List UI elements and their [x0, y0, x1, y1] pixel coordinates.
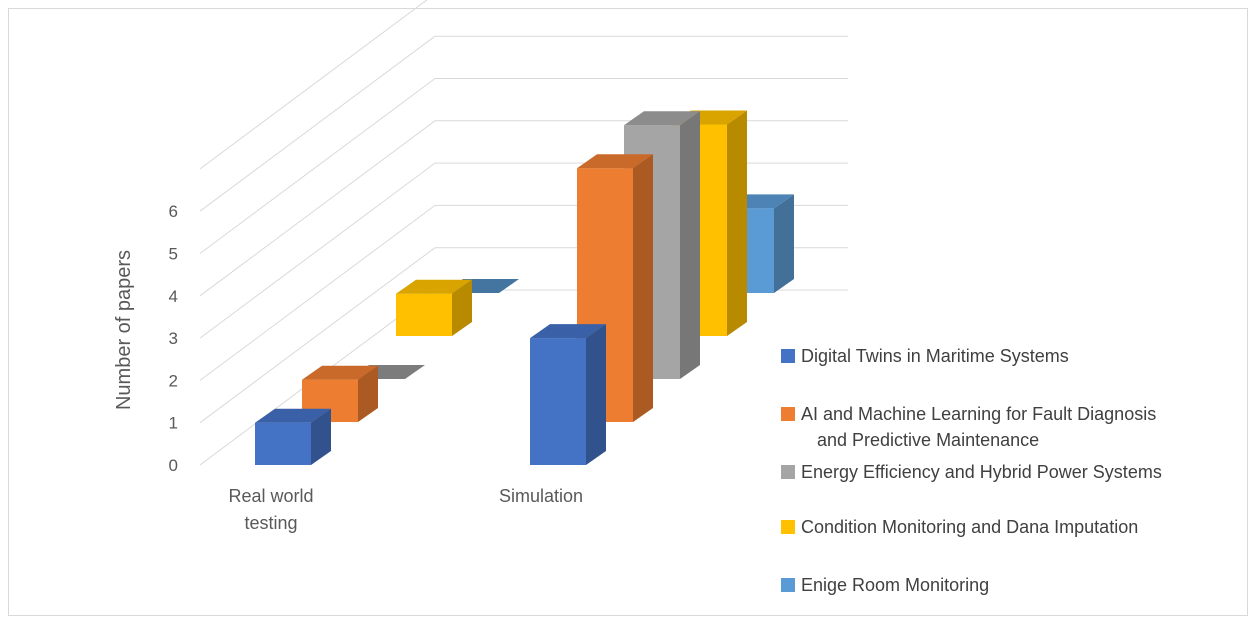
bar-front	[396, 293, 452, 336]
bar-side	[311, 408, 331, 465]
gridline-depth	[199, 35, 436, 212]
gridline-depth	[199, 204, 436, 381]
bar-side	[727, 110, 747, 336]
bar-top	[624, 111, 700, 126]
bars	[255, 110, 794, 465]
legend-item: Digital Twins in Maritime Systems	[781, 346, 1069, 366]
legend-item: Energy Efficiency and Hybrid Power Syste…	[781, 462, 1162, 482]
y-axis-title: Number of papers	[113, 250, 135, 410]
y-tick-label: 4	[169, 287, 178, 306]
gridline-depth	[199, 162, 436, 339]
y-tick-label: 0	[169, 456, 178, 475]
legend-swatch	[781, 465, 795, 479]
bar-top	[530, 324, 606, 339]
bar-side	[774, 194, 794, 293]
y-tick-labels: 0 1 2 3 4 5 6	[169, 202, 178, 475]
legend-label: and Predictive Maintenance	[817, 430, 1039, 450]
y-tick-label: 6	[169, 202, 178, 221]
bar	[396, 279, 472, 336]
y-tick-label: 2	[169, 371, 178, 390]
bar-top	[255, 408, 331, 423]
gridline-depth	[199, 78, 436, 254]
legend-swatch	[781, 349, 795, 363]
legend-item: Condition Monitoring and Dana Imputation	[781, 517, 1138, 537]
category-label: Real world	[228, 486, 313, 506]
bar-top	[302, 365, 378, 380]
category-labels: Real world testing Simulation	[228, 486, 583, 533]
legend: Digital Twins in Maritime Systems AI and …	[781, 346, 1162, 595]
y-tick-label: 5	[169, 245, 178, 264]
gridline-depth	[199, 0, 428, 170]
bar-top	[577, 154, 653, 169]
category-label: Simulation	[499, 486, 583, 506]
legend-label: AI and Machine Learning for Fault Diagno…	[801, 404, 1156, 424]
legend-label: Digital Twins in Maritime Systems	[801, 346, 1069, 366]
bar-front	[255, 422, 311, 465]
y-tick-label: 3	[169, 329, 178, 348]
bar-front	[530, 338, 586, 465]
gridline-depth	[199, 247, 436, 424]
bar-side	[452, 279, 472, 336]
legend-label: Enige Room Monitoring	[801, 575, 989, 595]
bar	[255, 408, 331, 465]
legend-label: Energy Efficiency and Hybrid Power Syste…	[801, 462, 1162, 482]
bar-side	[680, 111, 700, 379]
legend-swatch	[781, 520, 795, 534]
legend-label: Condition Monitoring and Dana Imputation	[801, 517, 1138, 537]
bar-side	[633, 154, 653, 422]
category-label: testing	[244, 513, 297, 533]
legend-item: AI and Machine Learning for Fault Diagno…	[781, 404, 1156, 450]
bar-side	[358, 365, 378, 422]
bar	[530, 324, 606, 465]
y-tick-label: 1	[169, 414, 178, 433]
legend-swatch	[781, 407, 795, 421]
legend-item: Enige Room Monitoring	[781, 575, 989, 595]
bar-side	[586, 324, 606, 465]
bar-top	[396, 279, 472, 294]
gridline-depth	[199, 120, 436, 297]
legend-swatch	[781, 578, 795, 592]
